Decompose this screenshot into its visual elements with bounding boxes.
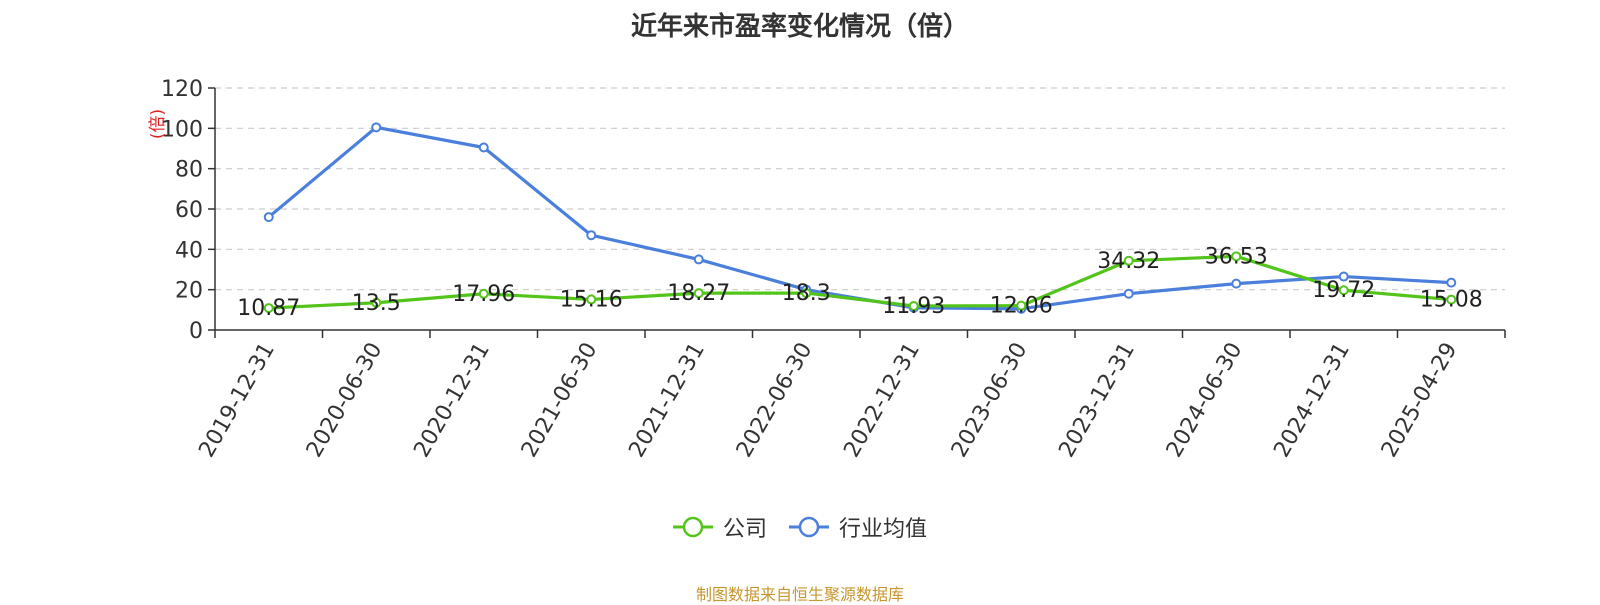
data-label-company-4: 18.27 xyxy=(667,281,730,306)
point-1-1 xyxy=(371,122,382,133)
point-0-10 xyxy=(1338,285,1349,296)
x-tick-label-2024-12-31: 2024-12-31 xyxy=(1269,339,1355,462)
x-tick-label-2022-12-31: 2022-12-31 xyxy=(839,339,925,462)
x-tick-label-2021-12-31: 2021-12-31 xyxy=(624,339,710,462)
x-tick-label-2020-12-31: 2020-12-31 xyxy=(409,339,495,462)
point-1-2 xyxy=(478,142,489,153)
point-0-4 xyxy=(693,288,704,299)
axes: 0 20 40 60 80 100 120 2019-12-31 2020-06-30 2020-… xyxy=(161,77,1506,462)
x-tick-label-2025-04-29: 2025-04-29 xyxy=(1377,339,1463,462)
point-1-11 xyxy=(1446,277,1457,288)
point-1-9 xyxy=(1231,278,1242,289)
point-0-0 xyxy=(263,303,274,314)
point-1-4 xyxy=(693,254,704,265)
y-tick-label-120: 120 xyxy=(161,77,203,102)
data-label-company-2: 17.96 xyxy=(452,282,515,307)
point-0-2 xyxy=(478,288,489,299)
data-label-company-5: 18.3 xyxy=(782,281,831,306)
chart-title: 近年来市盈率变化情况（倍） xyxy=(630,12,969,42)
y-tick-label-100: 100 xyxy=(161,117,203,142)
y-tick-label-60: 60 xyxy=(175,198,203,223)
legend-industry-marker xyxy=(789,516,829,538)
point-1-8 xyxy=(1123,288,1134,299)
data-label-company-11: 15.08 xyxy=(1420,288,1483,313)
y-tick-label-80: 80 xyxy=(175,158,203,183)
legend-label-industry-average: 行业均值 xyxy=(839,517,928,542)
point-1-3 xyxy=(586,230,597,241)
point-0-9 xyxy=(1231,251,1242,262)
x-tick-label-2023-12-31: 2023-12-31 xyxy=(1054,339,1140,462)
legend-item-company[interactable]: 公司 xyxy=(672,511,767,543)
point-0-8 xyxy=(1123,255,1134,266)
x-tick-label-2023-06-30: 2023-06-30 xyxy=(947,339,1033,462)
x-tick-label-2021-06-30: 2021-06-30 xyxy=(517,339,603,462)
point-0-7 xyxy=(1016,300,1027,311)
point-0-3 xyxy=(586,294,597,305)
data-label-company-7: 12.06 xyxy=(990,294,1053,319)
data-label-company-9: 36.53 xyxy=(1205,244,1268,269)
data-label-company-3: 15.16 xyxy=(560,287,623,312)
point-1-10 xyxy=(1338,271,1349,282)
data-label-company-10: 19.72 xyxy=(1312,278,1375,303)
x-tick-label-2019-12-31: 2019-12-31 xyxy=(194,339,280,462)
y-tick-label-40: 40 xyxy=(175,238,203,263)
x-tick-label-2024-06-30: 2024-06-30 xyxy=(1162,339,1248,462)
y-tick-label-20: 20 xyxy=(175,279,203,304)
data-label-company-1: 13.5 xyxy=(352,291,401,316)
point-0-11 xyxy=(1446,294,1457,305)
point-0-6 xyxy=(908,300,919,311)
data-label-company-8: 34.32 xyxy=(1097,249,1160,274)
x-tick-label-2022-06-30: 2022-06-30 xyxy=(732,339,818,462)
legend-label-company: 公司 xyxy=(722,517,767,542)
y-axis-label: (倍) xyxy=(148,109,168,139)
legend-item-industry-average[interactable]: 行业均值 xyxy=(789,511,927,543)
series-lines xyxy=(263,122,1457,314)
point-1-0 xyxy=(263,212,274,223)
point-0-5 xyxy=(801,288,812,299)
point-0-1 xyxy=(371,297,382,308)
data-label-company-0: 10.87 xyxy=(237,296,300,321)
legend-company-marker xyxy=(672,516,713,538)
y-tick-label-0: 0 xyxy=(189,319,203,344)
x-tick-label-2020-06-30: 2020-06-30 xyxy=(302,339,388,462)
grid-lines xyxy=(215,87,1505,291)
data-source-note: 制图数据来自恒生聚源数据库 xyxy=(695,585,904,604)
data-label-company-6: 11.93 xyxy=(882,294,945,319)
series-line-1 xyxy=(267,125,1452,311)
data-labels: 10.87 13.5 17.96 15.16 18.27 18.3 11.93 12.06 34… xyxy=(237,244,1482,321)
series-line-0 xyxy=(268,254,1452,310)
legend: 公司 行业均值 xyxy=(0,510,1600,544)
